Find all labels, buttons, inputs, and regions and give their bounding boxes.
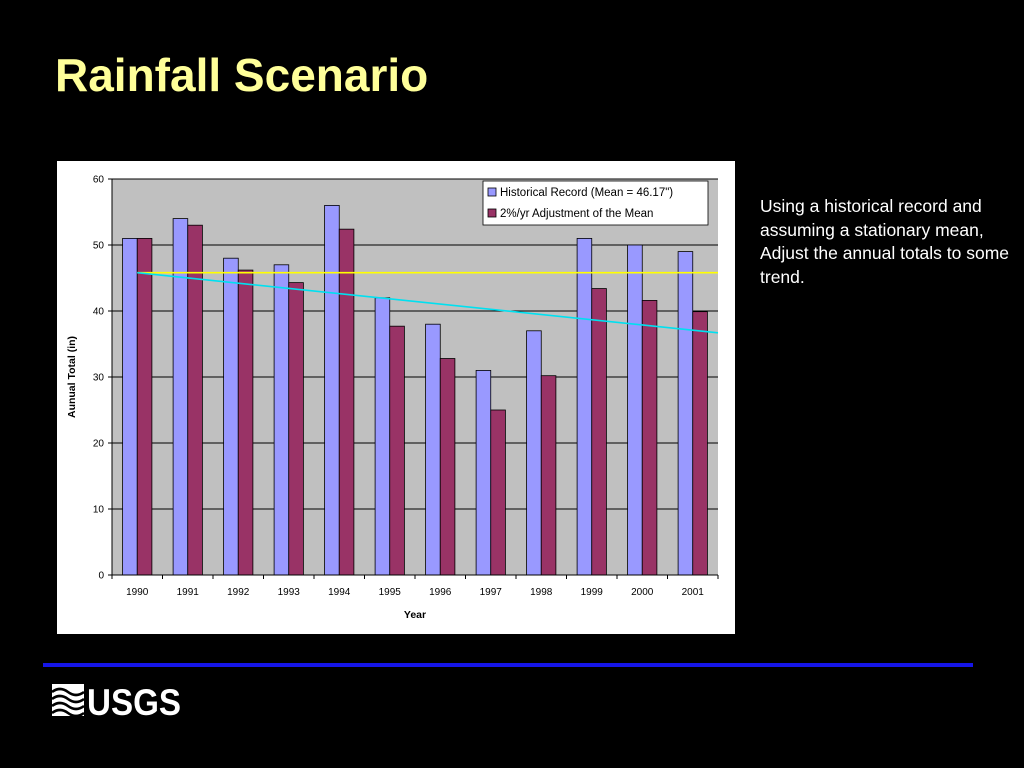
rainfall-bar-chart: 0 10 20 30 40 50 60 1990 1991 1992 1993 1994 1995 199… (66, 175, 719, 621)
x-tick-label: 1993 (278, 587, 301, 598)
bar-adjusted-2001 (692, 311, 708, 576)
usgs-wave-icon (52, 684, 85, 717)
usgs-logo-text: USGS (87, 683, 181, 717)
bar-historical-1994 (324, 205, 340, 576)
x-tick-label: 2001 (682, 587, 705, 598)
bar-historical-1997 (475, 369, 492, 576)
legend-label-adjusted: 2%/yr Adjustment of the Mean (500, 208, 653, 220)
usgs-logo: USGS (52, 683, 181, 717)
slide-body-text: Using a historical record and assuming a… (760, 196, 1010, 287)
bar-adjusted-1992 (237, 269, 254, 576)
x-tick-label: 1994 (328, 587, 351, 598)
x-tick-label: 1992 (227, 587, 250, 598)
bar-adjusted-1998 (540, 375, 557, 576)
y-tick-label: 40 (93, 307, 105, 318)
x-tick-label: 1991 (177, 587, 200, 598)
x-tick-label: 1996 (429, 587, 452, 598)
bar-historical-2000 (627, 244, 643, 576)
bar-historical-1993 (273, 264, 290, 576)
bar-historical-1996 (425, 323, 441, 576)
legend-swatch-historical (487, 187, 497, 197)
chart-container: 0 10 20 30 40 50 60 1990 1991 1992 1993 1994 1995 199… (57, 161, 735, 634)
y-tick-label: 60 (93, 175, 105, 186)
bar-adjusted-1993 (288, 282, 304, 576)
y-tick-label: 10 (93, 505, 105, 516)
y-tick-label: 30 (93, 373, 105, 384)
x-tick-label: 1990 (126, 587, 149, 598)
x-tick-label: 1998 (530, 587, 553, 598)
bar-historical-1995 (374, 297, 391, 576)
y-tick-label: 20 (93, 439, 105, 450)
y-tick-label: 50 (93, 241, 105, 252)
bar-historical-1990 (122, 238, 138, 576)
x-axis-label: Year (404, 609, 426, 621)
footer-rule (43, 663, 973, 667)
slide-title: Rainfall Scenario (55, 49, 429, 101)
bar-adjusted-2000 (641, 300, 658, 576)
legend-box (482, 180, 709, 226)
bar-historical-1992 (223, 257, 239, 576)
x-tick-label: 1995 (379, 587, 402, 598)
chart-legend: Historical Record (Mean = 46.17") 2%/yr A… (482, 180, 709, 226)
bar-historical-1998 (526, 330, 542, 576)
bar-adjusted-1996 (439, 358, 456, 576)
bar-adjusted-1995 (389, 325, 405, 576)
trend-line (137, 271, 719, 334)
x-tick-label: 1997 (480, 587, 503, 598)
bar-adjusted-1999 (591, 288, 607, 576)
bar-adjusted-1990 (136, 238, 153, 576)
legend-label-historical: Historical Record (Mean = 46.17") (500, 187, 673, 199)
legend-swatch-adjusted (487, 208, 497, 218)
y-axis-label: Aunual Total (in) (66, 336, 78, 418)
bar-historical-2001 (677, 251, 694, 576)
bar-historical-1999 (576, 238, 593, 576)
x-tick-label: 1999 (581, 587, 604, 598)
x-tick-label: 2000 (631, 587, 654, 598)
bar-adjusted-1997 (490, 409, 506, 576)
bar-adjusted-1994 (338, 228, 355, 576)
y-tick-label: 0 (98, 571, 104, 582)
